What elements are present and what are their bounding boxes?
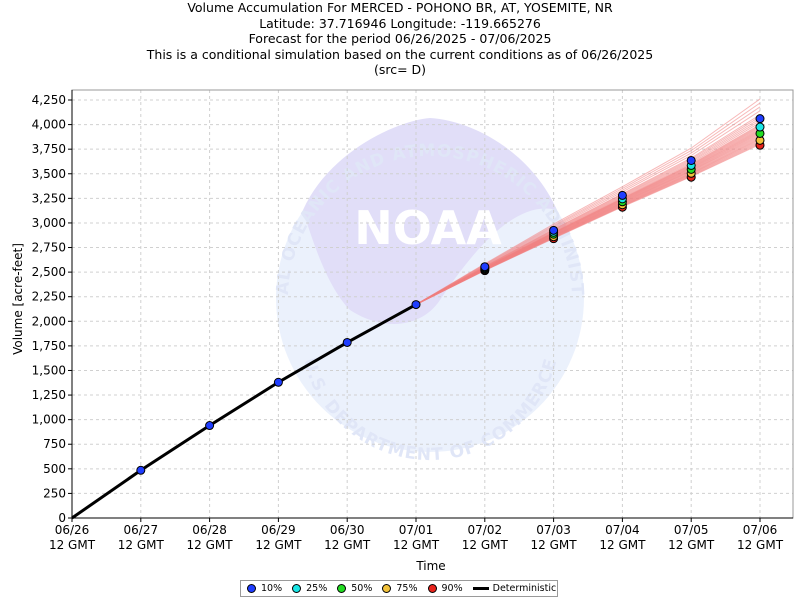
y-axis-label: Volume [acre-feet] <box>11 243 25 355</box>
series-point-25pct <box>755 122 765 132</box>
x-tick-label-time: 12 GMT <box>255 538 302 552</box>
x-tick-label-time: 12 GMT <box>668 538 715 552</box>
chart-subtitle-conditions: This is a conditional simulation based o… <box>146 46 654 62</box>
x-tick-label-date: 07/05 <box>674 523 709 537</box>
chart-titles: Volume Accumulation For MERCED - POHONO … <box>0 0 800 78</box>
x-tick-label-time: 12 GMT <box>118 538 165 552</box>
axes <box>71 89 794 519</box>
legend-item: 10% <box>247 583 282 594</box>
x-tick-label-date: 06/28 <box>192 523 227 537</box>
y-tick-label: 2,750 <box>32 241 66 255</box>
legend-item: 25% <box>292 583 327 594</box>
legend-dot-swatch <box>247 584 256 593</box>
series-point-10pct <box>549 225 559 235</box>
legend-dot-swatch <box>427 584 437 593</box>
legend-dot-swatch <box>382 584 392 593</box>
y-tick-label: 1,500 <box>32 363 66 377</box>
deterministic-point <box>411 300 421 310</box>
y-tick-label: 500 <box>43 462 66 476</box>
x-tick-label-time: 12 GMT <box>393 538 440 552</box>
series-point-10pct <box>617 190 627 200</box>
y-axis-ticks: 0 250 500 750 1,000 1,250 1,500 1,750 2,000 2,250… <box>32 93 72 525</box>
y-tick-label: 1,250 <box>32 388 66 402</box>
legend-label: 25% <box>306 583 328 594</box>
deterministic-line <box>71 303 417 520</box>
x-tick-label-time: 12 GMT <box>599 538 646 552</box>
y-tick-label: 1,750 <box>32 339 66 353</box>
y-tick-label: 3,500 <box>32 167 66 181</box>
legend-label: Deterministic <box>492 583 557 594</box>
deterministic-point <box>342 337 352 347</box>
legend-item: 90% <box>427 583 463 594</box>
x-tick-label-time: 12 GMT <box>737 538 784 552</box>
series-point-10pct <box>686 155 696 165</box>
legend-label: 90% <box>441 583 463 594</box>
y-tick-label: 2,000 <box>32 314 66 328</box>
y-tick-label: 250 <box>43 486 66 500</box>
y-tick-label: 3,000 <box>32 216 66 230</box>
x-axis-label: Time <box>415 559 445 573</box>
y-tick-label: 0 <box>58 511 66 525</box>
x-tick-label-date: 07/06 <box>743 523 778 537</box>
x-tick-label-date: 06/30 <box>330 523 365 537</box>
noaa-logo-text: NOAA <box>354 201 502 255</box>
chart-subtitle-location: Latitude: 37.716946 Longitude: -119.6652… <box>259 15 541 31</box>
legend-label: 50% <box>351 583 373 594</box>
x-tick-label-date: 07/03 <box>536 523 571 537</box>
exceedance-markers <box>136 114 765 475</box>
x-tick-label-time: 12 GMT <box>49 538 96 552</box>
y-tick-label: 750 <box>43 437 66 451</box>
legend-item: 75% <box>382 583 418 594</box>
legend-dot-swatch <box>292 584 302 593</box>
x-tick-label-date: 06/27 <box>124 523 159 537</box>
legend-item: Deterministic <box>472 583 557 594</box>
x-tick-label-date: 07/02 <box>468 523 503 537</box>
legend-label: 10% <box>261 583 283 594</box>
series-point-10pct <box>755 114 765 124</box>
legend-label: 75% <box>396 583 418 594</box>
y-tick-label: 3,250 <box>32 191 66 205</box>
chart-title: Volume Accumulation For MERCED - POHONO … <box>187 0 613 15</box>
y-tick-label: 1,000 <box>32 413 66 427</box>
grid-lines <box>71 90 793 519</box>
x-tick-label-date: 06/26 <box>55 523 90 537</box>
chart-subtitle-source: (src= D) <box>373 62 427 77</box>
deterministic-series <box>71 303 417 520</box>
deterministic-point <box>273 377 283 387</box>
x-tick-label-date: 07/01 <box>399 523 434 537</box>
ensemble-traces <box>415 98 761 306</box>
y-tick-label: 2,250 <box>32 290 66 304</box>
x-tick-label-time: 12 GMT <box>531 538 578 552</box>
legend-dot-swatch <box>337 584 347 593</box>
x-tick-label-date: 06/29 <box>261 523 296 537</box>
deterministic-point <box>205 421 215 431</box>
y-tick-label: 4,250 <box>32 93 66 107</box>
legend-line-swatch <box>472 587 489 590</box>
x-tick-label-time: 12 GMT <box>187 538 234 552</box>
x-tick-label-date: 07/04 <box>605 523 640 537</box>
legend-item: 50% <box>337 583 372 594</box>
deterministic-point <box>136 465 146 475</box>
series-point-10pct <box>480 262 490 272</box>
y-tick-label: 2,500 <box>32 265 66 279</box>
ensemble-trace-line <box>415 143 761 306</box>
x-tick-label-time: 12 GMT <box>324 538 371 552</box>
chart-legend: 10% 25% 50% 75% 90% Deterministic <box>240 580 558 597</box>
y-tick-label: 3,750 <box>32 142 66 156</box>
y-tick-label: 4,000 <box>32 118 66 132</box>
chart-subtitle-period: Forecast for the period 06/26/2025 - 07/… <box>248 31 552 46</box>
x-tick-label-time: 12 GMT <box>462 538 509 552</box>
